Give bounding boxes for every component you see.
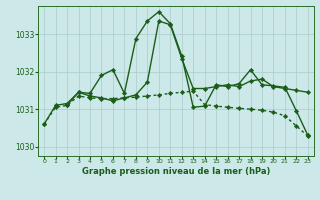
- X-axis label: Graphe pression niveau de la mer (hPa): Graphe pression niveau de la mer (hPa): [82, 167, 270, 176]
